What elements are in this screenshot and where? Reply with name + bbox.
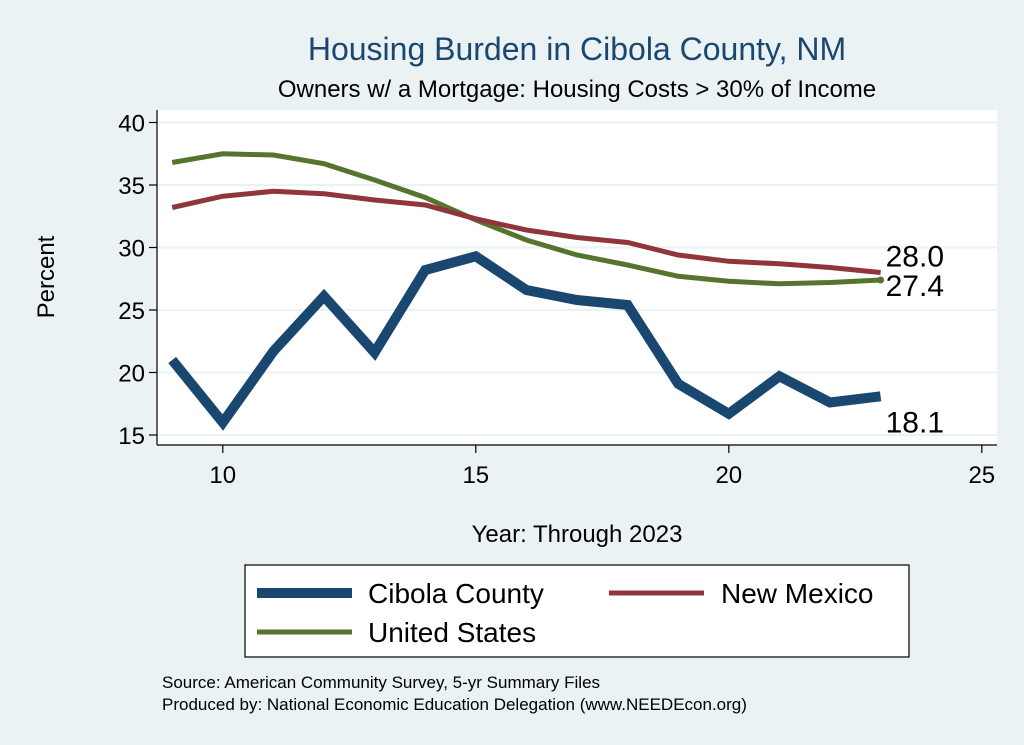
y-tick-label: 40	[118, 111, 145, 138]
y-tick-label: 30	[118, 236, 145, 263]
legend-label: United States	[368, 617, 536, 648]
end-value-label: 27.4	[886, 270, 944, 303]
series-line-cibola-county	[168, 250, 882, 431]
chart-title: Housing Burden in Cibola County, NM	[308, 31, 846, 67]
legend-label: Cibola County	[368, 578, 544, 609]
series-end-point	[877, 276, 885, 284]
x-tick-label: 20	[715, 462, 742, 489]
y-tick-label: 20	[118, 361, 145, 388]
source-note: Source: American Community Survey, 5-yr …	[162, 673, 600, 692]
y-tick-label: 25	[118, 298, 145, 325]
end-value-label: 18.1	[886, 406, 944, 439]
axes: 15 20 25 30 35 40 10 15 20 25	[118, 110, 997, 489]
plot-area	[157, 110, 997, 445]
legend: Cibola County New Mexico United States	[257, 578, 873, 648]
x-axis-label: Year: Through 2023	[472, 521, 683, 548]
end-labels: 18.1 28.027.4	[886, 241, 944, 440]
series-line-united-states	[171, 151, 881, 287]
x-tick-label: 10	[209, 462, 236, 489]
y-tick-label: 15	[118, 423, 145, 450]
gridlines	[157, 121, 997, 436]
legend-label: New Mexico	[721, 578, 873, 609]
x-tick-label: 15	[462, 462, 489, 489]
chart-subtitle: Owners w/ a Mortgage: Housing Costs > 30…	[278, 76, 876, 103]
producer-note: Produced by: National Economic Education…	[162, 695, 747, 714]
series-line-new-mexico	[171, 188, 881, 275]
x-tick-label: 25	[968, 462, 995, 489]
y-axis-label: Percent	[33, 235, 60, 318]
end-value-label: 28.0	[886, 241, 944, 274]
legend-box	[244, 564, 910, 658]
y-tick-label: 35	[118, 173, 145, 200]
series-lines	[168, 151, 885, 431]
